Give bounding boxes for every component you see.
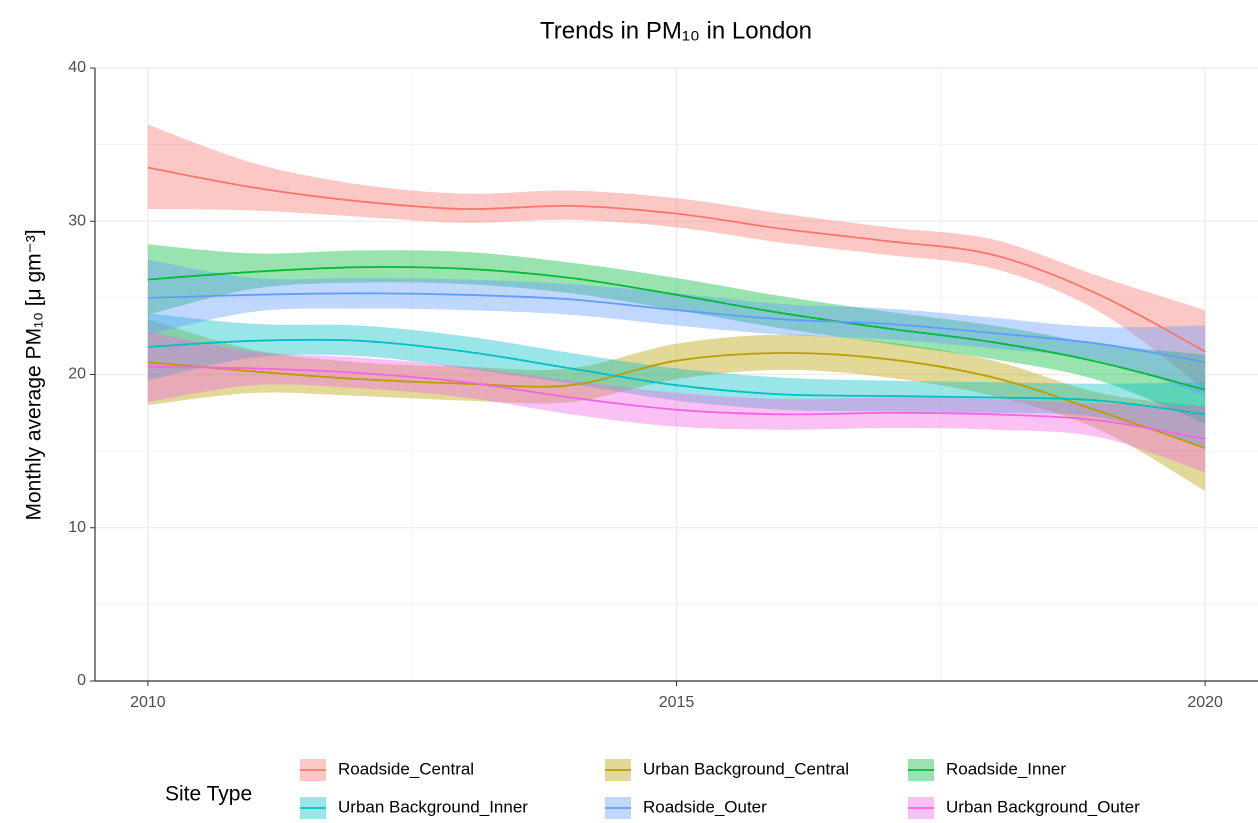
trend-line <box>147 166 1206 353</box>
y-tick-label: 40 <box>68 59 86 76</box>
lines <box>147 166 1206 449</box>
trend-line <box>147 338 1206 416</box>
legend-label: Urban Background_Outer <box>946 797 1140 816</box>
chart-title: Trends in PM₁₀ in London <box>540 17 812 44</box>
trend-line <box>147 292 1206 364</box>
x-tick-label: 2010 <box>130 694 166 711</box>
confidence-band <box>147 331 1206 473</box>
trend-line <box>147 266 1206 391</box>
trend-line <box>147 352 1206 449</box>
x-tick-label: 2015 <box>659 694 695 711</box>
y-tick-label: 20 <box>68 366 86 383</box>
y-tick-label: 10 <box>68 519 86 536</box>
legend-label: Roadside_Inner <box>946 759 1066 778</box>
legend-item: Roadside_Inner <box>908 759 1066 781</box>
y-tick-label: 0 <box>77 672 86 689</box>
legend-label: Urban Background_Central <box>643 759 849 778</box>
legend-item: Urban Background_Central <box>605 759 849 781</box>
legend-item: Roadside_Central <box>300 759 474 781</box>
legend-label: Urban Background_Inner <box>338 797 528 816</box>
y-tick-label: 30 <box>68 212 86 229</box>
legend-item: Urban Background_Outer <box>908 797 1140 819</box>
confidence-band <box>147 313 1206 447</box>
x-tick-label: 2020 <box>1187 694 1223 711</box>
confidence-band <box>147 124 1206 390</box>
y-axis-label: Monthly average PM₁₀ [μ gm⁻³] <box>23 229 46 520</box>
legend-label: Roadside_Central <box>338 759 474 778</box>
legend-label: Roadside_Outer <box>643 797 767 816</box>
legend-item: Roadside_Outer <box>605 797 767 819</box>
legend-title: Site Type <box>165 783 252 806</box>
legend-item: Urban Background_Inner <box>300 797 528 819</box>
confidence-band <box>147 319 1206 491</box>
trend-line <box>147 365 1206 440</box>
